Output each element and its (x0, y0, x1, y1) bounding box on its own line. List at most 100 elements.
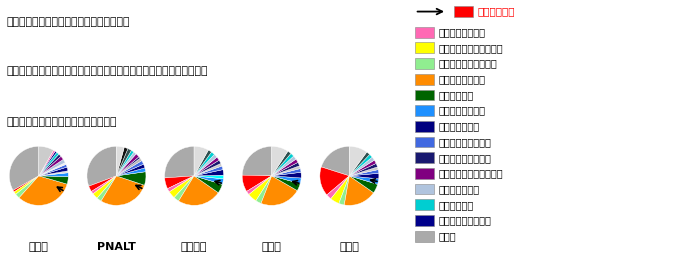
Text: PNALT: PNALT (97, 242, 136, 252)
Text: フィーカリバクテリウム: フィーカリバクテリウム (439, 168, 503, 178)
Wedge shape (261, 176, 298, 205)
Wedge shape (39, 154, 61, 176)
Wedge shape (320, 167, 349, 195)
Wedge shape (39, 156, 63, 176)
Wedge shape (272, 162, 300, 176)
Wedge shape (256, 176, 272, 203)
Text: 円グラフの赤色（矢印）がレンサ球菌属。: 円グラフの赤色（矢印）がレンサ球菌属。 (7, 17, 130, 27)
Wedge shape (97, 176, 116, 201)
Wedge shape (272, 176, 300, 191)
Wedge shape (349, 157, 375, 176)
Wedge shape (101, 176, 144, 205)
Bar (415, 27, 434, 38)
Wedge shape (39, 159, 65, 176)
Wedge shape (39, 171, 68, 176)
Wedge shape (272, 156, 296, 176)
Wedge shape (116, 157, 140, 176)
Wedge shape (165, 176, 194, 189)
Wedge shape (272, 172, 301, 178)
Text: ラクノスピラ科: ラクノスピラ科 (439, 121, 480, 131)
Wedge shape (194, 170, 223, 176)
Bar (415, 199, 434, 210)
Wedge shape (242, 146, 272, 176)
Wedge shape (116, 146, 124, 176)
Wedge shape (327, 176, 349, 199)
Wedge shape (194, 152, 215, 176)
Bar (454, 6, 473, 17)
Bar (415, 105, 434, 116)
Wedge shape (39, 163, 66, 176)
Wedge shape (194, 150, 212, 176)
Wedge shape (39, 152, 59, 176)
Wedge shape (194, 163, 222, 176)
Wedge shape (16, 176, 39, 198)
Wedge shape (165, 146, 194, 178)
Wedge shape (349, 152, 370, 176)
Bar (415, 42, 434, 53)
Wedge shape (272, 176, 301, 183)
Wedge shape (194, 176, 222, 193)
Wedge shape (349, 163, 377, 176)
Wedge shape (349, 170, 379, 176)
Wedge shape (116, 149, 131, 176)
Text: ブラウティア: ブラウティア (439, 200, 474, 210)
Bar (415, 184, 434, 195)
Bar (415, 137, 434, 148)
Wedge shape (349, 173, 379, 179)
Text: クロストリジウム目: クロストリジウム目 (439, 137, 492, 147)
Wedge shape (272, 146, 288, 176)
Wedge shape (19, 176, 67, 205)
Text: 健常人: 健常人 (29, 242, 49, 252)
Text: ラクトバシラス属: ラクトバシラス属 (439, 27, 486, 37)
Wedge shape (321, 146, 349, 176)
Bar (415, 168, 434, 179)
Wedge shape (194, 176, 223, 184)
Wedge shape (39, 151, 57, 176)
Wedge shape (349, 176, 379, 184)
Text: ビフィドバクテリウム属: ビフィドバクテリウム属 (439, 43, 503, 53)
Wedge shape (349, 154, 373, 176)
Text: アナエロスティベス: アナエロスティベス (439, 153, 492, 163)
Wedge shape (272, 166, 300, 176)
Wedge shape (14, 176, 39, 194)
Wedge shape (349, 146, 367, 176)
Text: ＊グラフには代表的な菌名のみ記載。: ＊グラフには代表的な菌名のみ記載。 (7, 117, 117, 127)
Bar (415, 121, 434, 132)
Wedge shape (331, 176, 349, 204)
Wedge shape (116, 172, 146, 185)
Wedge shape (87, 146, 116, 186)
Wedge shape (10, 146, 39, 190)
Text: 慢性肝炎: 慢性肝炎 (181, 242, 207, 252)
Wedge shape (116, 147, 128, 176)
Bar (415, 58, 434, 69)
Bar (415, 89, 434, 100)
Wedge shape (247, 176, 272, 195)
Text: パラバクテロイデス属: パラバクテロイデス属 (439, 59, 498, 69)
Text: 肝がん: 肝がん (339, 242, 360, 252)
Wedge shape (242, 175, 272, 191)
Wedge shape (170, 176, 194, 198)
Wedge shape (116, 152, 136, 176)
Wedge shape (178, 176, 219, 205)
Wedge shape (249, 176, 272, 201)
Wedge shape (116, 154, 139, 176)
Text: ラクノスピラ科: ラクノスピラ科 (439, 184, 480, 194)
Wedge shape (39, 176, 68, 184)
Wedge shape (168, 176, 194, 192)
Wedge shape (13, 176, 39, 192)
Wedge shape (89, 176, 116, 191)
Wedge shape (194, 146, 208, 176)
Wedge shape (194, 154, 217, 176)
Text: バクテロイデス属: バクテロイデス属 (439, 74, 486, 84)
Wedge shape (349, 176, 377, 193)
Text: プレボテラ属: プレボテラ属 (439, 90, 474, 100)
Text: レンサ球菌属: レンサ球菌属 (478, 7, 516, 16)
Bar (415, 74, 434, 85)
Wedge shape (116, 158, 142, 176)
Wedge shape (194, 166, 223, 176)
Bar (415, 152, 434, 163)
Wedge shape (339, 176, 349, 205)
Wedge shape (39, 150, 55, 176)
Wedge shape (345, 176, 374, 205)
Text: その他: その他 (439, 231, 456, 241)
